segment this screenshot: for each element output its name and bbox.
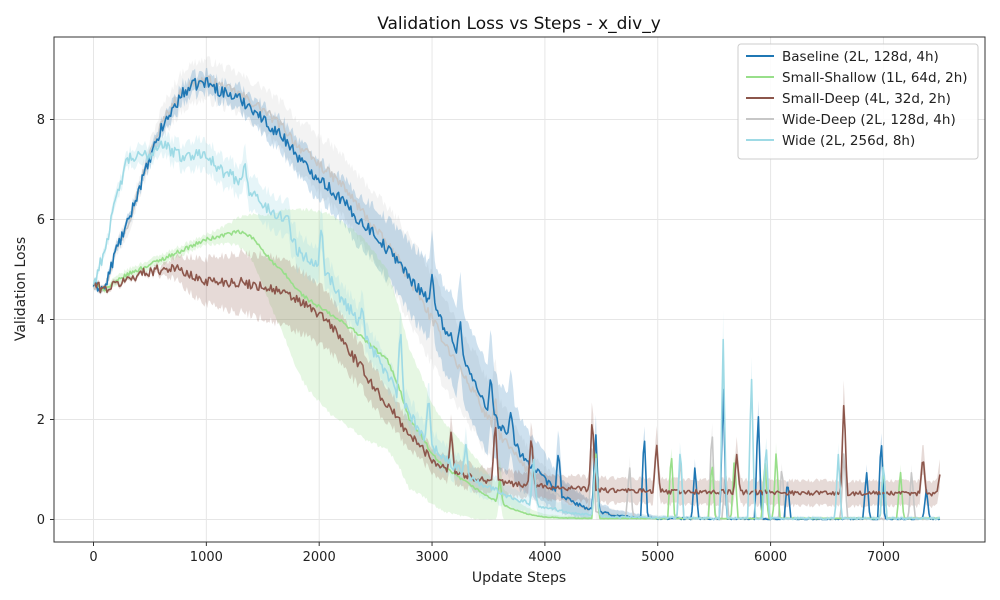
x-axis-label: Update Steps (472, 570, 566, 586)
legend-label-small-deep-4l-32d-2h[interactable]: Small-Deep (4L, 32d, 2h) (782, 91, 951, 107)
legend-label-wide-deep-2l-128d-4h[interactable]: Wide-Deep (2L, 128d, 4h) (782, 112, 956, 128)
x-tick-label: 1000 (190, 550, 223, 565)
x-tick-label: 6000 (754, 550, 787, 565)
legend-box (737, 43, 979, 160)
y-tick-label: 8 (37, 113, 45, 128)
x-tick-label: 4000 (528, 550, 561, 565)
x-tick-label: 2000 (303, 550, 336, 565)
plot-frame (53, 36, 986, 543)
series-lines (92, 75, 941, 521)
legend-label-baseline-2l-128d-4h[interactable]: Baseline (2L, 128d, 4h) (782, 49, 939, 65)
y-axis-label: Validation Loss (13, 237, 29, 341)
y-axis: 0 2 4 6 8 (37, 113, 54, 528)
y-tick-label: 6 (37, 213, 45, 228)
y-tick-label: 4 (37, 313, 45, 328)
band-baseline-2l-128d-4h (93, 67, 940, 520)
x-tick-label: 0 (89, 550, 97, 565)
chart-title: Validation Loss vs Steps - x_div_y (377, 14, 661, 34)
legend[interactable]: Baseline (2L, 128d, 4h) Small-Shallow (1L… (737, 43, 979, 160)
legend-label-wide-2l-256d-8h[interactable]: Wide (2L, 256d, 8h) (782, 133, 915, 149)
line-wide-2l-256d-8h (92, 140, 941, 521)
x-tick-label: 5000 (641, 550, 674, 565)
error-bands (93, 56, 940, 520)
band-wide-deep-2l-128d-4h (93, 56, 940, 520)
x-tick-label: 7000 (867, 550, 900, 565)
line-small-deep-4l-32d-2h (92, 263, 941, 497)
x-tick-label: 3000 (415, 550, 448, 565)
legend-label-small-shallow-1l-64d-2h[interactable]: Small-Shallow (1L, 64d, 2h) (782, 70, 968, 86)
x-axis: 0 1000 2000 3000 4000 5000 6000 7000 (89, 542, 900, 565)
y-tick-label: 0 (37, 513, 45, 528)
band-small-shallow-1l-64d-2h (93, 207, 940, 520)
y-tick-label: 2 (37, 413, 45, 428)
band-small-deep-4l-32d-2h (93, 247, 940, 509)
